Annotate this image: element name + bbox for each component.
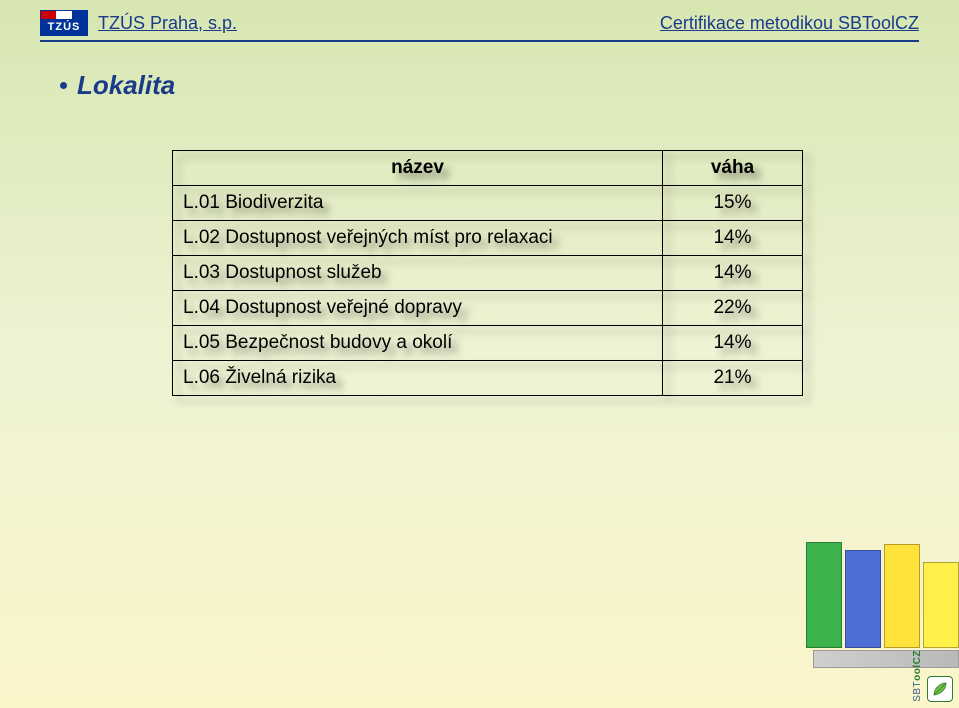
table-row: L.02 Dostupnost veřejných míst pro relax… bbox=[173, 221, 803, 256]
bar-yellow2 bbox=[923, 562, 959, 648]
table-row: L.01 Biodiverzita 15% bbox=[173, 186, 803, 221]
row-name: L.03 Dostupnost služeb bbox=[173, 256, 663, 291]
org-name: TZÚS Praha, s.p. bbox=[98, 13, 237, 34]
bullet-icon bbox=[60, 82, 67, 89]
row-value: 14% bbox=[663, 221, 803, 256]
row-name: L.06 Živelná rizika bbox=[173, 361, 663, 396]
table-row: L.04 Dostupnost veřejné dopravy 22% bbox=[173, 291, 803, 326]
criteria-table-wrap: název váha L.01 Biodiverzita 15% L.02 Do… bbox=[172, 150, 802, 396]
row-name: L.02 Dostupnost veřejných míst pro relax… bbox=[173, 221, 663, 256]
bar-blue bbox=[845, 550, 881, 648]
col-header-name: název bbox=[173, 151, 663, 186]
leaf-icon bbox=[927, 676, 953, 702]
row-value: 21% bbox=[663, 361, 803, 396]
bar-green bbox=[806, 542, 842, 648]
row-value: 15% bbox=[663, 186, 803, 221]
org-logo: TZÚS bbox=[40, 10, 88, 36]
row-name: L.05 Bezpečnost budovy a okolí bbox=[173, 326, 663, 361]
header-subtitle: Certifikace metodikou SBToolCZ bbox=[660, 13, 919, 34]
table-row: L.03 Dostupnost služeb 14% bbox=[173, 256, 803, 291]
row-value: 14% bbox=[663, 256, 803, 291]
bar-yellow bbox=[884, 544, 920, 648]
row-value: 22% bbox=[663, 291, 803, 326]
criteria-table: název váha L.01 Biodiverzita 15% L.02 Do… bbox=[172, 150, 803, 396]
row-value: 14% bbox=[663, 326, 803, 361]
org-logo-text: TZÚS bbox=[41, 19, 87, 35]
footer-logo: SBToolCZ bbox=[912, 650, 953, 702]
decorative-bars bbox=[806, 544, 959, 648]
row-name: L.01 Biodiverzita bbox=[173, 186, 663, 221]
table-row: L.06 Živelná rizika 21% bbox=[173, 361, 803, 396]
row-name: L.04 Dostupnost veřejné dopravy bbox=[173, 291, 663, 326]
section-title: Lokalita bbox=[77, 70, 175, 101]
col-header-weight: váha bbox=[663, 151, 803, 186]
footer-logo-text: SBToolCZ bbox=[912, 650, 923, 702]
table-header-row: název váha bbox=[173, 151, 803, 186]
header: TZÚS TZÚS Praha, s.p. Certifikace metodi… bbox=[40, 10, 919, 42]
header-left: TZÚS TZÚS Praha, s.p. bbox=[40, 10, 237, 36]
section-heading: Lokalita bbox=[60, 70, 175, 101]
table-row: L.05 Bezpečnost budovy a okolí 14% bbox=[173, 326, 803, 361]
